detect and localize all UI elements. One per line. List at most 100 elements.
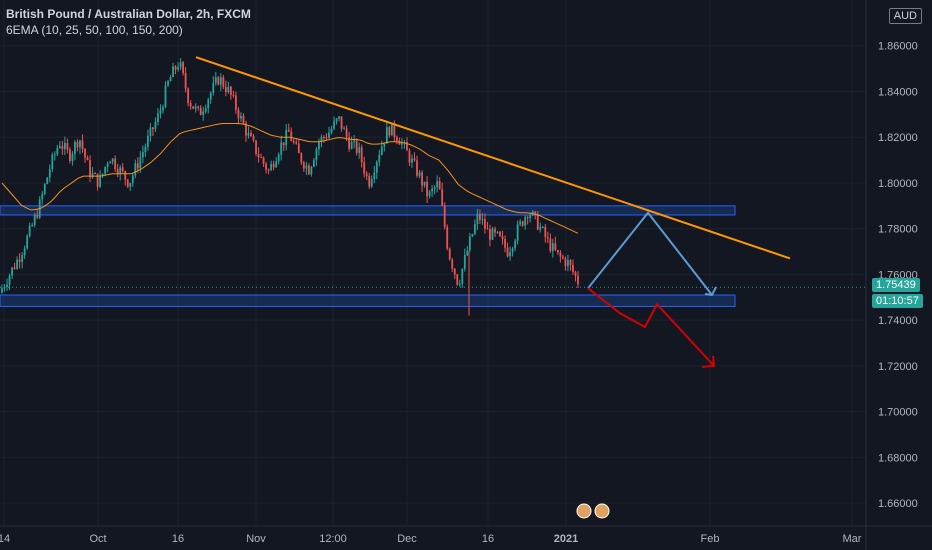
time-tick-6: 16 xyxy=(482,533,494,545)
candle-body-60 xyxy=(152,127,154,130)
candle-body-79 xyxy=(199,107,202,115)
candle-body-223 xyxy=(562,256,564,259)
candle-body-151 xyxy=(380,146,383,155)
candle-body-27 xyxy=(69,149,71,161)
currency-label[interactable]: AUD xyxy=(888,8,922,24)
candle-body-138 xyxy=(348,137,351,149)
price-tick-8: 1.82000 xyxy=(878,132,918,144)
candle-body-43 xyxy=(109,161,112,164)
candle-body-208 xyxy=(524,217,527,226)
symbol-title[interactable]: British Pound / Australian Dollar, 2h, F… xyxy=(6,7,251,21)
candle-body-24 xyxy=(61,146,64,150)
candle-body-62 xyxy=(157,113,159,122)
candle-body-46 xyxy=(116,169,119,174)
candle-body-76 xyxy=(192,106,195,109)
price-tick-1: 1.68000 xyxy=(878,452,918,464)
candle-body-77 xyxy=(194,106,197,109)
candle-body-92 xyxy=(232,94,235,96)
bearish-arrowhead xyxy=(701,355,716,368)
time-tick-7: 2021 xyxy=(554,533,578,545)
time-tick-0: 14 xyxy=(0,533,10,545)
candle-body-192 xyxy=(484,219,486,229)
candle-body-221 xyxy=(556,250,559,253)
descending-trendline xyxy=(195,56,791,260)
candle-body-133 xyxy=(335,118,338,122)
candle-body-17 xyxy=(43,184,46,194)
candle-body-44 xyxy=(111,158,114,162)
candle-body-225 xyxy=(567,260,569,267)
candle-body-205 xyxy=(516,224,519,241)
ema-line xyxy=(1,123,579,234)
candle-body-22 xyxy=(56,147,59,155)
candle-body-123 xyxy=(310,166,313,175)
candle-body-121 xyxy=(305,165,308,169)
candle-body-120 xyxy=(302,162,305,169)
candle-body-85 xyxy=(214,77,217,83)
candle-body-137 xyxy=(345,128,348,138)
candle-body-217 xyxy=(546,237,549,239)
candle-body-71 xyxy=(179,62,182,68)
candle-body-194 xyxy=(489,229,491,240)
candle-body-150 xyxy=(378,154,381,162)
candle-body-178 xyxy=(448,248,451,260)
time-tick-4: 12:00 xyxy=(319,533,347,545)
candle-body-153 xyxy=(385,127,388,144)
candle-body-210 xyxy=(529,215,532,219)
candle-body-183 xyxy=(461,268,464,284)
chart-grid xyxy=(0,0,866,526)
candle-body-115 xyxy=(290,131,293,142)
candle-body-215 xyxy=(541,226,544,228)
candle-body-159 xyxy=(401,142,403,145)
candle-body-193 xyxy=(486,228,489,230)
price-tick-6: 1.78000 xyxy=(878,224,918,236)
candle-body-0 xyxy=(1,288,3,293)
candle-body-163 xyxy=(411,158,413,163)
candle-body-67 xyxy=(169,76,172,82)
candle-body-99 xyxy=(250,132,252,137)
candle-body-40 xyxy=(101,173,104,177)
candle-body-202 xyxy=(509,252,511,257)
candle-body-174 xyxy=(438,181,441,190)
candle-body-78 xyxy=(197,106,200,108)
candle-body-42 xyxy=(106,163,109,167)
candle-body-176 xyxy=(443,205,446,227)
candle-body-143 xyxy=(360,147,363,163)
upper-zone xyxy=(0,205,736,216)
price-axis[interactable]: 1.660001.680001.700001.720001.740001.760… xyxy=(865,0,932,550)
candle-body-87 xyxy=(219,77,222,85)
candle-body-61 xyxy=(154,121,157,130)
bullish-projection xyxy=(587,211,713,296)
indicator-label[interactable]: 6EMA (10, 25, 50, 100, 150, 200) xyxy=(6,23,183,37)
candle-body-4 xyxy=(11,267,13,276)
price-tick-10: 1.86000 xyxy=(878,41,918,53)
candle-body-114 xyxy=(287,129,290,132)
candle-body-38 xyxy=(96,173,99,187)
candle-body-106 xyxy=(267,169,270,171)
support-resistance-zones xyxy=(0,205,736,307)
candle-body-90 xyxy=(227,86,230,92)
candle-body-63 xyxy=(159,110,162,114)
candle-body-37 xyxy=(94,173,96,175)
bearish-projection xyxy=(587,287,715,367)
candle-body-55 xyxy=(139,157,142,169)
chart-legend: British Pound / Australian Dollar, 2h, F… xyxy=(6,6,251,38)
events-marker-icon xyxy=(576,503,592,519)
time-axis[interactable]: 14 Oct 16 Nov 12:00 Dec 16 2021 Feb Mar xyxy=(0,525,932,545)
price-tick-4: 1.74000 xyxy=(878,315,918,327)
price-axis-bg xyxy=(866,0,932,550)
candle-body-132 xyxy=(333,121,335,129)
candle-body-145 xyxy=(365,173,368,176)
candle-body-31 xyxy=(79,140,81,148)
candle-body-154 xyxy=(388,127,391,136)
candle-body-110 xyxy=(277,154,280,162)
candle-body-200 xyxy=(504,239,506,248)
candle-body-9 xyxy=(23,248,26,256)
candle-body-33 xyxy=(84,148,86,158)
candle-body-6 xyxy=(16,259,18,269)
candle-body-222 xyxy=(559,252,562,257)
candle-body-58 xyxy=(146,136,149,147)
candle-body-64 xyxy=(162,107,164,111)
candle-body-197 xyxy=(496,231,499,233)
candle-body-214 xyxy=(539,227,542,230)
